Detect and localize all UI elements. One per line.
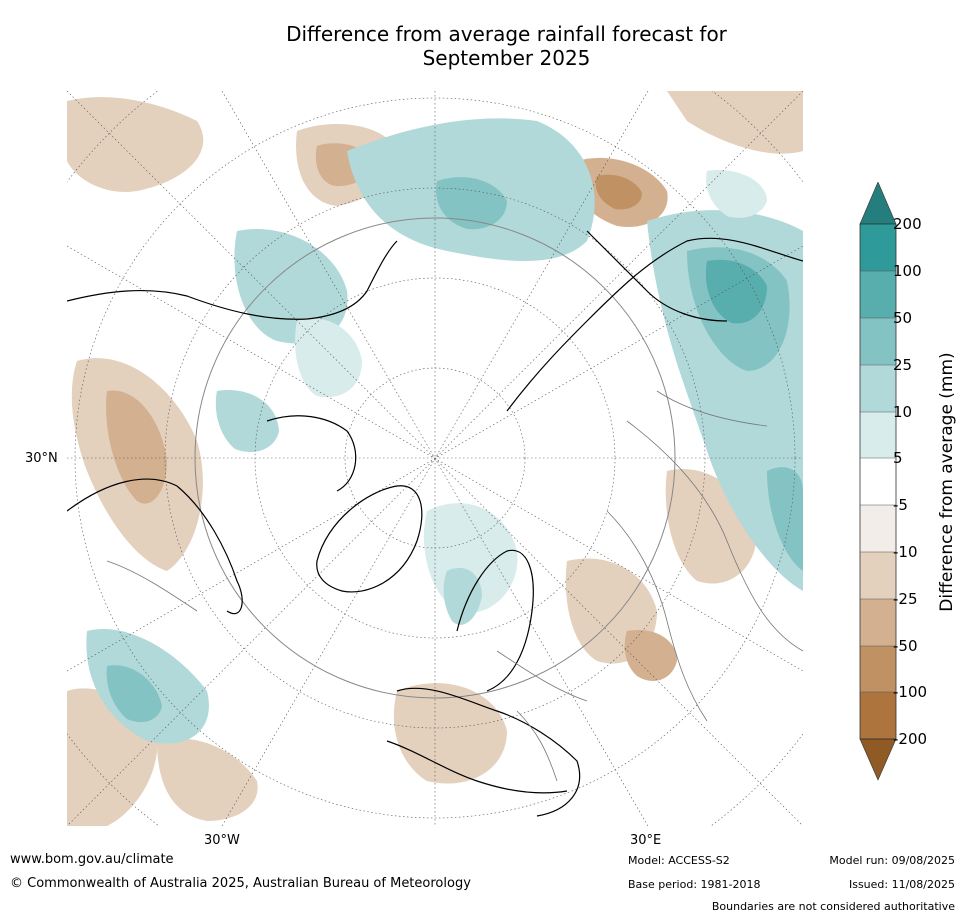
colorbar-tick: 200 bbox=[893, 215, 922, 233]
dry-anomaly-regions bbox=[67, 91, 803, 826]
equator-30n-circle bbox=[194, 217, 676, 699]
colorbar-tick: -10 bbox=[893, 543, 918, 561]
border-europe-2 bbox=[516, 710, 558, 782]
wet-region-subtropical-core bbox=[106, 665, 162, 723]
colorbar-tick: -100 bbox=[893, 683, 928, 701]
title-line-1: Difference from average rainfall forecas… bbox=[286, 22, 727, 46]
copyright-notice: © Commonwealth of Australia 2025, Austra… bbox=[10, 876, 471, 891]
wet-region-norway bbox=[443, 567, 482, 625]
wet-region-nw-atlantic bbox=[215, 390, 279, 452]
wet-region-north-atlantic bbox=[706, 170, 767, 218]
border-asia-3 bbox=[656, 390, 768, 427]
website-link[interactable]: www.bom.gov.au/climate bbox=[10, 852, 174, 867]
dry-region-n-america-core bbox=[106, 390, 167, 504]
model-run-date: Model run: 09/08/2025 bbox=[829, 854, 955, 867]
coast-greenland bbox=[316, 485, 423, 593]
graticule bbox=[67, 91, 803, 826]
coast-siberia-east bbox=[586, 230, 728, 322]
colorbar-bottom-extend bbox=[859, 738, 897, 781]
colorbar-label: Difference from average (mm) bbox=[937, 352, 957, 612]
border-asia-2 bbox=[606, 510, 708, 722]
colorbar-band-5-10 bbox=[860, 412, 896, 458]
lon-label-30e: 30°E bbox=[630, 833, 662, 848]
dry-region-ne-pacific bbox=[667, 91, 803, 154]
rainfall-anomaly-map bbox=[67, 91, 803, 826]
base-period: Base period: 1981-2018 bbox=[628, 878, 761, 891]
wet-region-e-asia-coast bbox=[767, 467, 803, 571]
colorbar-band-100-200 bbox=[860, 224, 896, 271]
colorbar-band-neutral bbox=[860, 458, 896, 505]
colorbar-band-50-100 bbox=[860, 271, 896, 318]
wet-region-bering bbox=[234, 229, 348, 344]
coast-europe bbox=[396, 687, 581, 817]
colorbar-band-minus50-minus100 bbox=[860, 646, 896, 692]
dry-region-atlantic bbox=[157, 738, 258, 821]
colorbar-band-minus25-minus50 bbox=[860, 599, 896, 646]
country-borders bbox=[106, 390, 803, 782]
wet-region-arctic-pacific-core bbox=[436, 177, 507, 230]
border-europe-1 bbox=[496, 650, 588, 702]
lon-label-30w: 30°W bbox=[204, 833, 240, 848]
colorbar-band-10-25 bbox=[860, 365, 896, 412]
model-name: Model: ACCESS-S2 bbox=[628, 854, 730, 867]
border-asia-1 bbox=[626, 420, 803, 652]
dry-region-w-europe bbox=[393, 683, 507, 784]
colorbar-tick: 50 bbox=[893, 309, 913, 327]
colorbar-tick: -5 bbox=[893, 496, 908, 514]
colorbar-band-minus10-minus25 bbox=[860, 552, 896, 599]
colorbar-band-minus100-minus200 bbox=[860, 692, 896, 739]
coastlines bbox=[67, 230, 803, 817]
colorbar-top-extend bbox=[859, 181, 897, 225]
dry-region-nw-pacific bbox=[67, 97, 204, 192]
border-canada-us bbox=[106, 560, 198, 612]
colorbar-tick: -200 bbox=[893, 730, 928, 748]
boundaries-disclaimer: Boundaries are not considered authoritat… bbox=[711, 900, 955, 913]
lat-label-30n: 30°N bbox=[25, 451, 58, 466]
coast-arctic-canada bbox=[266, 415, 357, 492]
colorbar bbox=[858, 181, 898, 782]
colorbar-tick: 5 bbox=[893, 449, 903, 467]
dry-region-central-asia-core bbox=[624, 630, 677, 681]
wet-region-siberia-core bbox=[705, 259, 767, 324]
colorbar-tick: 100 bbox=[893, 262, 922, 280]
title-line-2: September 2025 bbox=[422, 46, 591, 70]
wet-region-atlantic bbox=[295, 318, 362, 398]
chart-title: Difference from average rainfall forecas… bbox=[0, 22, 965, 70]
coast-alaska bbox=[67, 240, 398, 320]
coast-russia-north bbox=[506, 237, 803, 412]
colorbar-band-25-50 bbox=[860, 318, 896, 365]
colorbar-tick: -25 bbox=[893, 590, 918, 608]
coast-mediterranean bbox=[386, 740, 568, 794]
wet-anomaly-regions bbox=[86, 118, 803, 744]
colorbar-tick: 10 bbox=[893, 403, 913, 421]
colorbar-tick: -50 bbox=[893, 637, 918, 655]
dry-region-kamchatka-core bbox=[595, 174, 642, 210]
issued-date: Issued: 11/08/2025 bbox=[848, 878, 955, 891]
coast-scandinavia bbox=[456, 549, 534, 692]
colorbar-tick: 25 bbox=[893, 356, 913, 374]
colorbar-band-minus5-minus10 bbox=[860, 505, 896, 552]
coast-canada bbox=[67, 478, 243, 615]
